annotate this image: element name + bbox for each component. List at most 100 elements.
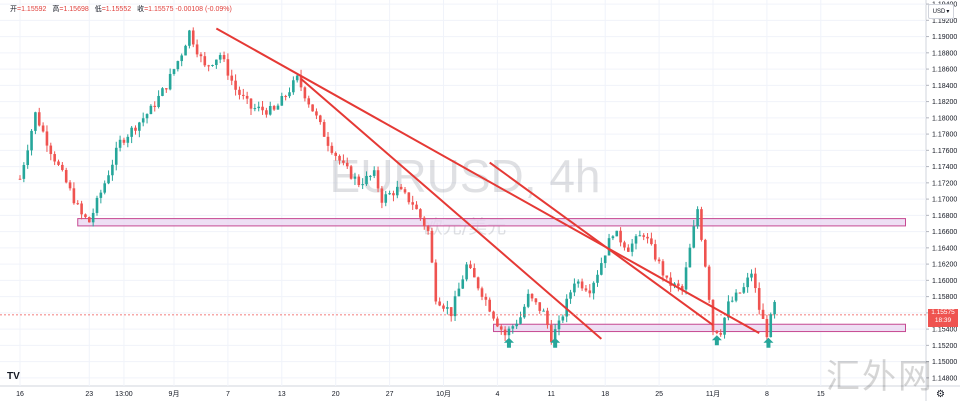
- candle-body: [407, 192, 411, 203]
- candle-body: [723, 317, 726, 335]
- candle-body: [684, 267, 688, 290]
- candle-body: [184, 45, 187, 56]
- candle-body: [592, 282, 595, 294]
- close-value: =1.15575: [144, 6, 174, 13]
- candle-body: [584, 288, 588, 291]
- candle-body: [534, 298, 538, 303]
- up-arrow-icon: [503, 337, 514, 348]
- candle-body: [677, 283, 680, 287]
- candle-body: [457, 288, 461, 297]
- gear-icon[interactable]: ⚙: [936, 389, 945, 400]
- candle-body: [473, 268, 476, 278]
- candle-body: [576, 281, 580, 284]
- candle-body: [646, 236, 649, 239]
- candle-body: [122, 139, 126, 143]
- candle-body: [449, 307, 453, 317]
- last-price-value: 1.15575: [931, 308, 955, 316]
- x-tick-label: 25: [655, 391, 663, 398]
- candle-body: [630, 243, 634, 252]
- candle-body: [195, 44, 199, 55]
- y-tick-label: 1.17000: [932, 197, 957, 204]
- candle-body: [627, 247, 630, 252]
- candle-body: [295, 75, 299, 81]
- candle-body: [365, 175, 368, 185]
- candle-body: [550, 325, 553, 342]
- candle-body: [369, 175, 372, 177]
- candle-body: [26, 150, 29, 166]
- candle-body: [191, 30, 195, 45]
- candle-body: [330, 145, 334, 153]
- y-tick-label: 1.18000: [932, 115, 957, 122]
- candle-body: [141, 118, 145, 123]
- y-tick-label: 1.16800: [932, 213, 957, 220]
- candle-body: [600, 263, 603, 275]
- candle-body: [380, 188, 384, 203]
- candle-body: [419, 209, 422, 218]
- y-tick-label: 1.16600: [932, 229, 957, 236]
- candle-body: [415, 204, 418, 210]
- high-label: 高: [52, 6, 60, 13]
- candle-body: [611, 236, 615, 239]
- candle-body: [507, 328, 511, 336]
- y-tick-label: 1.17200: [932, 180, 957, 187]
- candle-body: [165, 88, 168, 90]
- candle-body: [707, 266, 711, 300]
- candle-body: [399, 186, 403, 190]
- candle-body: [149, 105, 153, 115]
- candle-body: [553, 329, 557, 342]
- candle-body: [461, 279, 465, 289]
- candle-body: [95, 197, 99, 213]
- up-arrow-icon: [711, 335, 722, 346]
- x-tick-label: 13:00: [115, 391, 133, 398]
- candle-body: [476, 277, 480, 289]
- candle-body: [715, 330, 719, 334]
- candle-body: [669, 277, 672, 286]
- trendline: [215, 27, 760, 335]
- candle-body: [422, 217, 426, 227]
- candle-body: [700, 209, 703, 240]
- candle-body: [199, 54, 203, 57]
- y-tick-label: 1.18800: [932, 50, 957, 57]
- x-tick-label: 7: [226, 391, 230, 398]
- low-value: =1.15552: [101, 6, 132, 13]
- candle-body: [542, 310, 545, 312]
- candle-body: [268, 106, 272, 115]
- x-tick-label: 23: [85, 391, 93, 398]
- candle-body: [349, 166, 353, 179]
- candle-body: [426, 226, 430, 231]
- change-value: -0.00108 (-0.09%): [175, 6, 232, 13]
- candle-body: [249, 98, 253, 109]
- candle-body: [623, 242, 626, 248]
- candle-body: [111, 164, 114, 176]
- candle-body: [334, 152, 337, 156]
- price-zone: [493, 323, 906, 333]
- candle-body: [238, 89, 241, 95]
- x-tick-label: 9月: [169, 390, 180, 398]
- candle-body: [392, 193, 395, 196]
- candle-body: [226, 59, 230, 76]
- last-price-tag: 1.15575 18:39: [928, 308, 958, 327]
- tradingview-logo[interactable]: TV: [7, 371, 20, 382]
- trendline: [300, 78, 603, 340]
- candle-body: [719, 333, 722, 335]
- candle-body: [203, 56, 207, 66]
- candle-body: [442, 305, 445, 309]
- candle-body: [580, 281, 584, 289]
- candle-body: [561, 316, 565, 321]
- candle-body: [742, 287, 746, 293]
- candle-body: [37, 112, 41, 126]
- candle-body: [688, 247, 692, 268]
- candles: [18, 27, 776, 345]
- candle-body: [342, 160, 345, 163]
- candle-body: [488, 299, 491, 312]
- candle-body: [750, 273, 753, 278]
- candle-body: [172, 69, 176, 74]
- currency-selector[interactable]: USD ▾: [928, 4, 954, 19]
- candle-body: [222, 55, 226, 60]
- y-tick-label: 1.17800: [932, 132, 957, 139]
- candle-body: [704, 239, 707, 267]
- candle-body: [338, 155, 341, 161]
- candle-body: [45, 131, 49, 146]
- candle-body: [91, 212, 95, 223]
